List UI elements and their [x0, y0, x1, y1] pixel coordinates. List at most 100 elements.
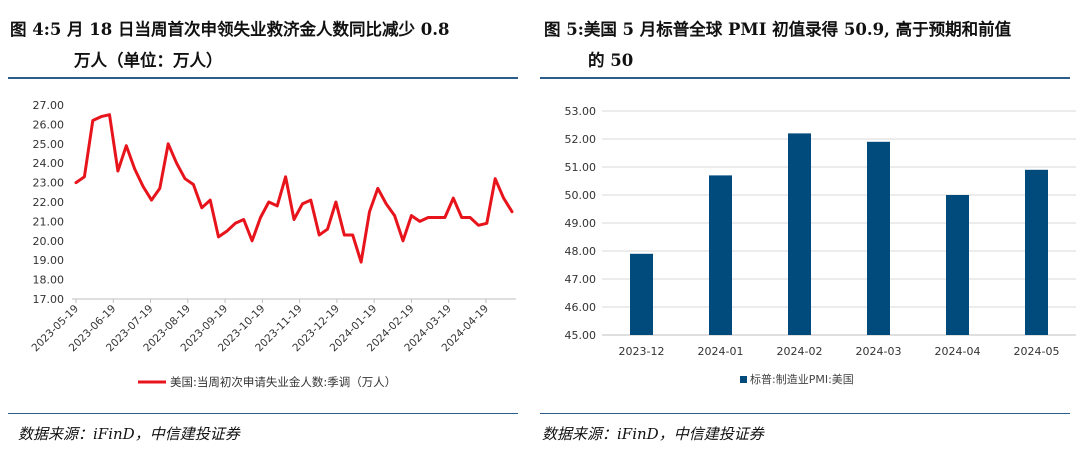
y-tick-label: 23.00: [33, 177, 65, 190]
line-point: [75, 182, 77, 184]
y-tick-label: 24.00: [33, 157, 65, 170]
y-tick-label: 47.00: [565, 273, 597, 286]
left-figure-title: 图 4:5 月 18 日当周首次申领失业救济金人数同比减少 0.8 万人（单位：…: [10, 14, 449, 76]
y-tick-label: 49.00: [565, 217, 597, 230]
y-tick-label: 18.00: [33, 274, 65, 287]
line-point: [150, 199, 153, 201]
bar-chart-legend: 标普:制造业PMI:美国: [740, 372, 854, 386]
y-tick-label: 20.00: [33, 235, 65, 248]
right-title-line2: 的 50: [588, 51, 634, 70]
line-point: [360, 261, 362, 263]
legend-swatch-pmi: [740, 376, 747, 383]
bar-chart-bars: [630, 133, 1048, 335]
line-point: [352, 234, 354, 236]
right-top-rule: [540, 77, 1070, 79]
legend-label-pmi: 标普:制造业PMI:美国: [750, 372, 854, 386]
x-tick-label: 2024-01: [698, 345, 744, 358]
line-point: [318, 234, 320, 236]
line-chart-legend: 美国:当周初次申请失业金人数:季调（万人）: [138, 375, 396, 389]
line-chart-x-axis: 2023-05-192023-06-192023-07-192023-08-19…: [29, 299, 491, 354]
right-title-line1: 图 5:美国 5 月标普全球 PMI 初值录得 50.9, 高于预期和前值: [544, 20, 1012, 39]
x-tick-label: 2024-03: [856, 345, 902, 358]
y-tick-label: 51.00: [565, 161, 597, 174]
line-point: [326, 228, 329, 230]
right-figure: 图 5:美国 5 月标普全球 PMI 初值录得 50.9, 高于预期和前值 的 …: [540, 0, 1080, 460]
y-tick-label: 27.00: [33, 99, 65, 112]
line-point: [343, 234, 345, 236]
line-point: [385, 203, 387, 205]
line-point: [435, 216, 438, 219]
line-point: [201, 207, 203, 209]
y-tick-label: 45.00: [565, 329, 597, 342]
line-point: [251, 240, 253, 242]
y-tick-label: 19.00: [33, 254, 65, 267]
left-figure: 图 4:5 月 18 日当周首次申领失业救济金人数同比减少 0.8 万人（单位：…: [0, 0, 520, 460]
y-tick-label: 26.00: [33, 118, 65, 131]
right-figure-title: 图 5:美国 5 月标普全球 PMI 初值录得 50.9, 高于预期和前值 的 …: [544, 14, 1011, 76]
line-point: [167, 143, 169, 145]
line-point: [503, 197, 505, 199]
line-point: [268, 201, 270, 203]
y-tick-label: 17.00: [33, 293, 65, 306]
line-point: [394, 214, 396, 217]
line-point: [100, 116, 102, 118]
bar-chart-gridlines: [602, 110, 1076, 336]
line-point: [310, 199, 312, 201]
y-tick-label: 53.00: [565, 105, 597, 118]
bar-chart: 53.00 52.00 51.00 50.00 49.00 48.00 47.00 46.00…: [565, 105, 1076, 386]
line-point: [184, 178, 186, 180]
line-point: [243, 218, 245, 221]
line-point: [226, 230, 228, 232]
line-point: [461, 216, 463, 219]
line-chart-points: [75, 114, 513, 263]
line-point: [209, 199, 211, 201]
line-point: [176, 162, 178, 164]
line-point: [486, 222, 488, 224]
x-tick-label: 2024-02: [777, 345, 823, 358]
bar-2024-04: [946, 195, 969, 335]
left-bottom-rule: [8, 413, 518, 414]
series-line-jobless-claims: [74, 113, 514, 264]
bar-chart-y-axis: 53.00 52.00 51.00 50.00 49.00 48.00 47.00 46.00…: [565, 105, 597, 342]
line-point: [92, 119, 94, 122]
y-tick-label: 25.00: [33, 138, 65, 151]
line-point: [368, 211, 371, 213]
line-point: [494, 178, 496, 180]
left-title-line1: 图 4:5 月 18 日当周首次申领失业救济金人数同比减少 0.8: [10, 20, 450, 39]
y-tick-label: 50.00: [565, 189, 597, 202]
y-tick-label: 22.00: [33, 196, 65, 209]
line-point: [83, 176, 85, 178]
line-point: [410, 214, 412, 217]
line-point: [159, 187, 161, 190]
line-point: [217, 236, 220, 238]
line-point: [293, 218, 295, 221]
line-point: [117, 170, 119, 172]
line-point: [427, 216, 429, 219]
right-bottom-rule: [540, 413, 1070, 414]
line-point: [402, 240, 404, 242]
line-chart-y-axis: 27.00 26.00 25.00 24.00 23.00 22.00 21.00 20.00…: [33, 99, 65, 306]
line-point: [477, 224, 480, 226]
line-point: [335, 201, 337, 203]
bar-2023-12: [630, 253, 653, 335]
line-point: [142, 185, 144, 188]
line-point: [125, 145, 127, 147]
line-point: [276, 205, 278, 207]
bar-2024-01: [709, 175, 732, 335]
bar-2024-02: [788, 133, 811, 335]
x-tick-label: 2023-12: [619, 345, 665, 358]
y-tick-label: 52.00: [565, 133, 597, 146]
left-title-line2: 万人（单位：万人）: [74, 51, 223, 70]
left-top-rule: [8, 77, 518, 79]
line-point: [419, 220, 421, 222]
line-point: [444, 216, 446, 219]
line-point: [452, 197, 454, 199]
x-tick-label: 2024-04: [935, 345, 981, 358]
line-point: [469, 216, 471, 219]
x-tick-label: 2024-05: [1014, 345, 1060, 358]
bar-2024-03: [867, 141, 890, 335]
y-tick-label: 48.00: [565, 245, 597, 258]
right-source: 数据来源：iFinD，中信建投证券: [542, 425, 764, 443]
line-point: [285, 176, 287, 178]
bar-2024-05: [1025, 169, 1048, 335]
